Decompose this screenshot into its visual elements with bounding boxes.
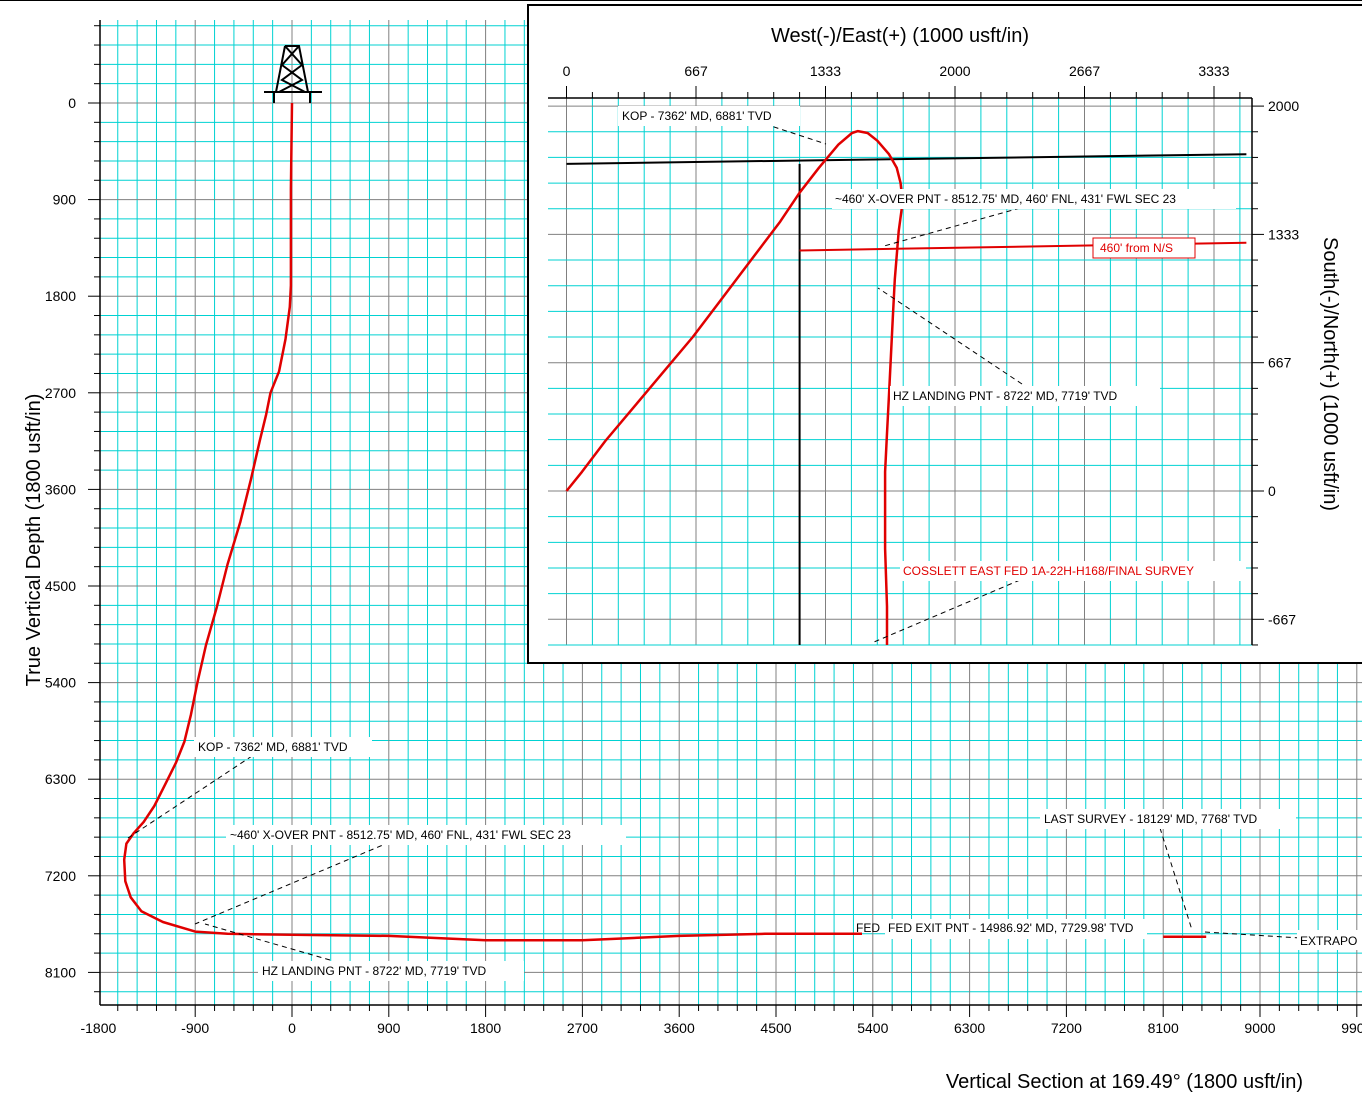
inset-leader-lines <box>764 123 1023 643</box>
inset-x-tick-label: 0 <box>563 63 571 79</box>
inset-y-tick-label: 2000 <box>1268 98 1299 114</box>
inset-y-tick-label: 0 <box>1268 483 1276 499</box>
inset-x-tick-label: 3333 <box>1198 63 1229 79</box>
annotation-fed-exit: FED EXIT PNT - 14986.92' MD, 7729.98' TV… <box>888 921 1134 935</box>
x-tick-label: 2700 <box>567 1020 598 1036</box>
x-tick-label: 0 <box>288 1020 296 1036</box>
y-tick-label: 0 <box>68 95 76 111</box>
y-tick-label: 2700 <box>45 385 76 401</box>
x-tick-label: 3600 <box>664 1020 695 1036</box>
inset-x-tick-label: 2667 <box>1069 63 1100 79</box>
inset-annotation-kop: KOP - 7362' MD, 6881' TVD <box>622 109 772 123</box>
x-tick-label: -900 <box>181 1020 209 1036</box>
x-tick-label: 1800 <box>470 1020 501 1036</box>
inset-y-tick-label: 1333 <box>1268 226 1299 242</box>
inset-annotation-well-name: COSSLETT EAST FED 1A-22H-H168/FINAL SURV… <box>903 564 1194 578</box>
inset-x-tick-label: 2000 <box>939 63 970 79</box>
x-tick-label: 4500 <box>760 1020 791 1036</box>
main-annotations: KOP - 7362' MD, 6881' TVD ~460' X-OVER P… <box>194 737 1362 981</box>
inset-y-axis-title: South(-)/North(+) (1000 usft/in) <box>1319 237 1341 511</box>
y-tick-label: 6300 <box>45 771 76 787</box>
inset-x-tick-label: 1333 <box>810 63 841 79</box>
inset-boundary-line <box>566 153 1247 165</box>
main-axes: -1800 -900 0 900 1800 2700 3600 4500 5400 6300 720… <box>45 20 1362 1036</box>
x-tick-label: 7200 <box>1051 1020 1082 1036</box>
drilling-rig-icon <box>264 45 322 103</box>
main-series <box>122 102 1207 942</box>
wellbore-trajectory-line <box>122 102 862 942</box>
x-tick-label: 6300 <box>954 1020 985 1036</box>
annotation-kop: KOP - 7362' MD, 6881' TVD <box>198 740 348 754</box>
y-tick-label: 900 <box>53 192 77 208</box>
inset-axes: 0 667 1333 2000 2667 3333 2000 1333 667 0 -667 <box>548 63 1299 646</box>
x-tick-label: 9000 <box>1244 1020 1275 1036</box>
inset-annotation-xover: ~460' X-OVER PNT - 8512.75' MD, 460' FNL… <box>835 192 1176 206</box>
inset-y-tick-label: 667 <box>1268 355 1292 371</box>
inset-y-tick-label: -667 <box>1268 611 1296 627</box>
y-tick-label: 5400 <box>45 675 76 691</box>
inset-x-tick-label: 667 <box>684 63 708 79</box>
x-tick-label: 5400 <box>857 1020 888 1036</box>
annotation-hz-landing: HZ LANDING PNT - 8722' MD, 7719' TVD <box>262 964 487 978</box>
plan-view-inset: 0 667 1333 2000 2667 3333 2000 1333 667 0 -667 KOP… <box>527 4 1362 664</box>
annotation-last-survey: LAST SURVEY - 18129' MD, 7768' TVD <box>1044 812 1257 826</box>
main-leader-lines <box>127 755 1301 961</box>
x-tick-label: 8100 <box>1148 1020 1179 1036</box>
annotation-fed: FED <box>856 921 880 935</box>
inset-wellbore-path <box>565 129 904 645</box>
x-tick-label: 900 <box>377 1020 401 1036</box>
y-axis-title: True Vertical Depth (1800 usft/in) <box>23 394 45 687</box>
inset-annotation-460-from-ns: 460' from N/S <box>1100 241 1173 255</box>
y-tick-label: 3600 <box>45 481 76 497</box>
x-axis-title: Vertical Section at 169.49° (1800 usft/i… <box>946 1071 1303 1093</box>
x-tick-label: -1800 <box>80 1020 116 1036</box>
annotation-xover: ~460' X-OVER PNT - 8512.75' MD, 460' FNL… <box>230 828 571 842</box>
inset-x-axis-title: West(-)/East(+) (1000 usft/in) <box>771 25 1029 47</box>
inset-series <box>565 129 904 645</box>
y-tick-label: 8100 <box>45 964 76 980</box>
inset-annotation-hz-landing: HZ LANDING PNT - 8722' MD, 7719' TVD <box>893 389 1118 403</box>
y-tick-label: 7200 <box>45 868 76 884</box>
y-tick-label: 4500 <box>45 578 76 594</box>
annotation-extrapo: EXTRAPO <box>1300 934 1357 948</box>
y-tick-label: 1800 <box>45 288 76 304</box>
